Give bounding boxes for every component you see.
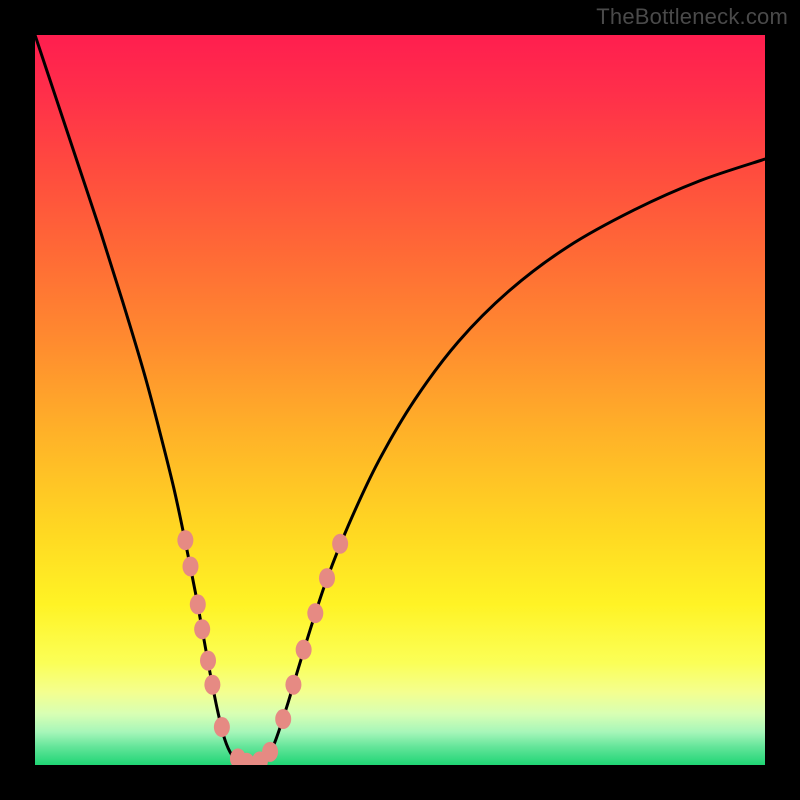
data-marker [285,675,301,695]
data-marker [177,530,193,550]
chart-frame: TheBottleneck.com [0,0,800,800]
data-marker [262,742,278,762]
bottleneck-chart [0,0,800,800]
watermark-text: TheBottleneck.com [596,4,788,30]
data-marker [194,619,210,639]
data-marker [204,675,220,695]
data-marker [332,534,348,554]
data-marker [214,717,230,737]
data-marker [200,651,216,671]
data-marker [319,568,335,588]
data-marker [182,556,198,576]
data-marker [190,594,206,614]
data-marker [296,640,312,660]
gradient-background [35,35,765,765]
data-marker [307,603,323,623]
data-marker [275,709,291,729]
